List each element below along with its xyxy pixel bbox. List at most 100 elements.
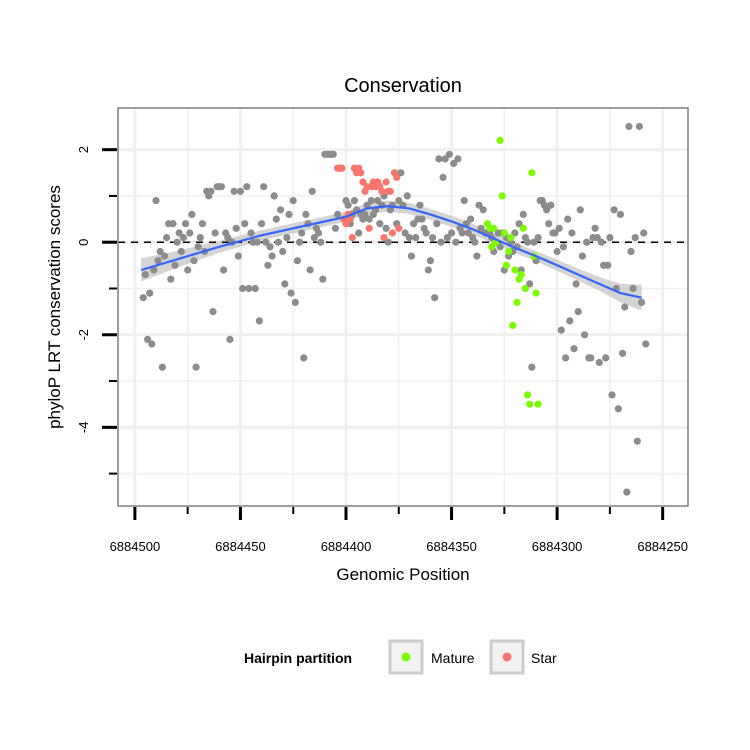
point-other xyxy=(437,238,445,246)
y-tick-label: 0 xyxy=(76,239,91,246)
point-other xyxy=(243,183,251,191)
point-other xyxy=(433,220,441,228)
point-mature xyxy=(488,243,496,251)
point-other xyxy=(557,326,565,334)
point-other xyxy=(236,187,244,195)
point-other xyxy=(625,122,633,131)
point-other xyxy=(551,229,559,237)
point-other xyxy=(239,284,247,293)
point-other xyxy=(581,331,589,339)
point-other xyxy=(152,197,160,205)
point-star xyxy=(359,178,367,186)
point-other xyxy=(562,354,570,362)
point-other xyxy=(306,266,314,274)
point-other xyxy=(441,155,449,163)
point-other xyxy=(610,206,618,214)
point-other xyxy=(595,358,603,367)
point-other xyxy=(526,280,534,288)
point-star xyxy=(365,224,373,232)
point-other xyxy=(374,197,382,205)
point-other xyxy=(177,247,185,256)
x-axis-label: Genomic Position xyxy=(336,565,469,584)
point-mature xyxy=(505,247,513,256)
point-other xyxy=(640,229,648,237)
point-mature xyxy=(519,224,527,232)
point-other xyxy=(566,317,574,325)
point-other xyxy=(604,261,612,269)
legend-swatch-star xyxy=(502,652,512,662)
point-other xyxy=(350,197,358,205)
x-tick-label: 6884350 xyxy=(426,539,477,554)
point-star xyxy=(342,220,350,228)
legend-entry-mature: Mature xyxy=(388,639,475,675)
point-other xyxy=(405,234,413,242)
point-other xyxy=(642,340,650,348)
legend-label-star: Star xyxy=(531,650,557,666)
point-other xyxy=(443,234,451,242)
point-other xyxy=(477,224,485,232)
confidence-band-layer xyxy=(141,200,642,311)
point-star xyxy=(378,187,386,195)
point-other xyxy=(217,183,225,191)
point-star xyxy=(395,224,403,232)
point-other xyxy=(587,354,595,362)
x-axis: 6884500 6884450 6884400 6884350 6884300 68842… xyxy=(110,507,688,554)
point-other xyxy=(262,238,270,246)
point-other xyxy=(454,155,462,163)
x-tick-label: 6884250 xyxy=(637,539,688,554)
point-other xyxy=(283,234,291,242)
point-other xyxy=(608,391,616,399)
point-other xyxy=(194,243,202,251)
point-other xyxy=(355,229,363,237)
point-other xyxy=(245,284,253,293)
point-other xyxy=(226,335,234,343)
y-axis-label: phyloP LRT conservation scores xyxy=(45,185,64,429)
point-other xyxy=(384,238,392,246)
point-other xyxy=(277,206,285,214)
grid-lines xyxy=(118,108,688,506)
point-other xyxy=(154,257,162,265)
point-other xyxy=(528,363,536,371)
chart-title: Conservation xyxy=(344,75,462,97)
point-other xyxy=(621,303,629,311)
point-other xyxy=(426,257,434,265)
plot-panel xyxy=(117,107,689,507)
x-tick-label: 6884450 xyxy=(215,539,266,554)
point-other xyxy=(543,206,551,214)
point-other xyxy=(638,298,646,306)
point-other xyxy=(591,224,599,232)
point-other xyxy=(475,201,483,209)
point-mature xyxy=(509,321,517,330)
point-other xyxy=(629,284,637,293)
point-other xyxy=(175,229,183,237)
point-other xyxy=(331,224,339,232)
point-other xyxy=(431,294,439,302)
point-other xyxy=(401,229,409,237)
point-mature xyxy=(521,284,530,293)
legend-swatch-mature xyxy=(401,652,411,662)
point-other xyxy=(631,234,639,242)
point-other xyxy=(627,247,635,256)
point-other xyxy=(448,229,456,237)
point-other xyxy=(160,252,168,260)
point-mature xyxy=(517,271,525,279)
point-other xyxy=(597,238,606,246)
point-other xyxy=(298,229,306,237)
point-other xyxy=(397,169,405,177)
point-other xyxy=(255,317,263,325)
point-other xyxy=(270,192,278,200)
point-other xyxy=(616,210,625,218)
point-other xyxy=(207,187,215,195)
point-other xyxy=(184,266,192,274)
point-other xyxy=(310,234,318,242)
point-other xyxy=(450,159,458,168)
panel-background xyxy=(118,108,688,506)
point-other xyxy=(334,210,342,218)
star-points xyxy=(334,164,403,242)
point-other xyxy=(619,349,627,357)
point-other xyxy=(403,192,411,200)
point-other xyxy=(258,220,266,228)
point-other xyxy=(234,252,242,260)
point-other xyxy=(418,215,426,223)
point-other xyxy=(247,229,255,237)
